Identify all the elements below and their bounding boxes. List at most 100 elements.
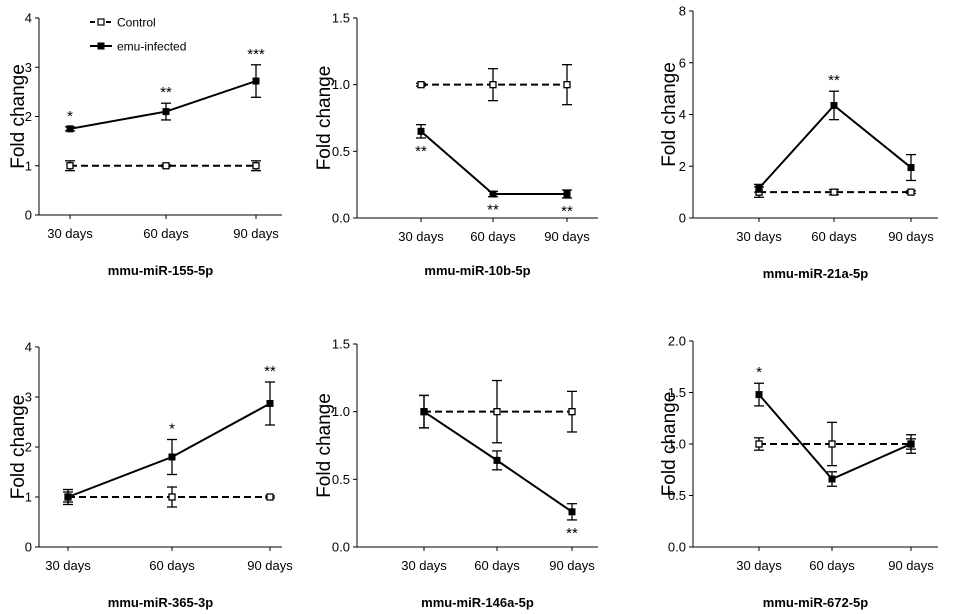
y-tick-label: 0.5 <box>332 144 350 159</box>
legend-label: emu-infected <box>117 40 186 54</box>
x-tick-label: 90 days <box>549 558 595 573</box>
data-point <box>755 184 763 192</box>
series-emu-infected <box>416 124 572 199</box>
y-tick-label: 1 <box>25 490 32 505</box>
y-tick-label: 0 <box>25 208 32 223</box>
series-line <box>758 104 912 189</box>
data-point <box>168 493 176 501</box>
data-point <box>252 77 260 85</box>
x-tick-label: 90 days <box>233 226 279 241</box>
series-emu-infected <box>754 90 916 193</box>
y-axis-label: Fold change <box>314 393 335 498</box>
chart-title: mmu-miR-155-5p <box>108 263 214 278</box>
significance-label: *** <box>247 46 265 63</box>
data-point <box>417 127 425 135</box>
significance-label: ** <box>487 202 499 219</box>
significance-label: * <box>67 108 73 125</box>
series-line <box>758 393 912 481</box>
series-line <box>67 402 271 498</box>
data-point <box>568 508 576 516</box>
data-point <box>568 408 576 416</box>
data-point <box>252 162 260 170</box>
chart-title: mmu-miR-672-5p <box>763 595 869 610</box>
x-tick-label: 30 days <box>45 558 91 573</box>
y-tick-label: 3 <box>25 60 32 75</box>
y-tick-label: 4 <box>25 11 32 26</box>
legend-label: Control <box>117 16 156 30</box>
data-point <box>493 456 501 464</box>
series-control <box>63 486 275 508</box>
data-point <box>828 440 836 448</box>
data-point <box>493 408 501 416</box>
chart-panel-4: 0 1 2 3 4 30 days 60 days 90 days Fold change mmu… <box>8 340 293 611</box>
significance-label: * <box>169 421 175 438</box>
data-point <box>755 391 763 399</box>
data-point <box>563 81 571 89</box>
chart-title: mmu-miR-10b-5p <box>424 263 530 278</box>
series-control <box>754 421 916 467</box>
data-point <box>417 81 425 89</box>
x-tick-label: 90 days <box>544 229 590 244</box>
data-point <box>420 408 428 416</box>
chart-title: mmu-miR-365-3p <box>108 595 214 610</box>
y-axis-label: Fold change <box>8 395 29 500</box>
significance-label: ** <box>415 143 427 160</box>
y-tick-label: 1.0 <box>332 77 350 92</box>
x-tick-label: 60 days <box>811 229 857 244</box>
x-tick-label: 90 days <box>888 558 934 573</box>
series-emu-infected <box>419 394 577 521</box>
y-tick-label: 6 <box>679 55 686 70</box>
y-tick-label: 3 <box>25 390 32 405</box>
significance-label: ** <box>566 525 578 542</box>
y-tick-label: 4 <box>679 107 686 122</box>
significance-label: ** <box>160 84 172 101</box>
x-tick-label: 60 days <box>474 558 520 573</box>
y-tick-label: 0 <box>25 540 32 555</box>
x-tick-label: 60 days <box>143 226 189 241</box>
data-point <box>907 188 915 196</box>
series-emu-infected <box>754 382 916 487</box>
significance-label: ** <box>264 363 276 380</box>
legend: Control emu-infected <box>90 16 186 54</box>
chart-panel-6: 0.0 0.5 1.0 1.5 2.0 30 days 60 days 90 days Fold… <box>659 334 938 610</box>
x-tick-label: 30 days <box>47 226 93 241</box>
series-control <box>65 160 261 172</box>
data-point <box>907 440 915 448</box>
data-point <box>489 81 497 89</box>
y-tick-label: 1.5 <box>332 337 350 352</box>
data-point <box>168 453 176 461</box>
x-tick-label: 90 days <box>247 558 293 573</box>
chart-panel-3: 0 2 4 6 8 30 days 60 days 90 days Fold change mmu… <box>659 4 938 281</box>
data-point <box>64 493 72 501</box>
y-tick-label: 1.5 <box>332 11 350 26</box>
x-tick-label: 30 days <box>401 558 447 573</box>
x-tick-label: 90 days <box>888 229 934 244</box>
data-point <box>755 440 763 448</box>
y-tick-label: 4 <box>25 340 32 355</box>
y-tick-label: 0.0 <box>332 211 350 226</box>
y-tick-label: 2.0 <box>668 334 686 349</box>
chart-title: mmu-miR-146a-5p <box>421 595 534 610</box>
data-point <box>830 101 838 109</box>
series-emu-infected <box>63 381 275 503</box>
y-axis-label: Fold change <box>8 64 29 169</box>
chart-panel-5: 0.0 0.5 1.0 1.5 30 days 60 days 90 days Fold ch… <box>314 337 598 610</box>
y-axis-label: Fold change <box>314 66 335 171</box>
y-tick-label: 8 <box>679 4 686 19</box>
x-tick-label: 60 days <box>470 229 516 244</box>
x-tick-label: 30 days <box>398 229 444 244</box>
data-point <box>162 108 170 116</box>
legend-marker <box>97 18 105 26</box>
y-tick-label: 0.5 <box>668 488 686 503</box>
data-point <box>489 190 497 198</box>
significance-label: ** <box>561 203 573 220</box>
series-emu-infected <box>65 64 261 133</box>
y-tick-label: 0.0 <box>332 540 350 555</box>
y-tick-label: 2 <box>679 159 686 174</box>
chart-panel-2: 0.0 0.5 1.0 1.5 30 days 60 days 90 days Fold ch… <box>314 11 598 278</box>
series-control <box>419 379 577 444</box>
data-point <box>66 125 74 133</box>
data-point <box>563 190 571 198</box>
data-point <box>266 400 274 407</box>
